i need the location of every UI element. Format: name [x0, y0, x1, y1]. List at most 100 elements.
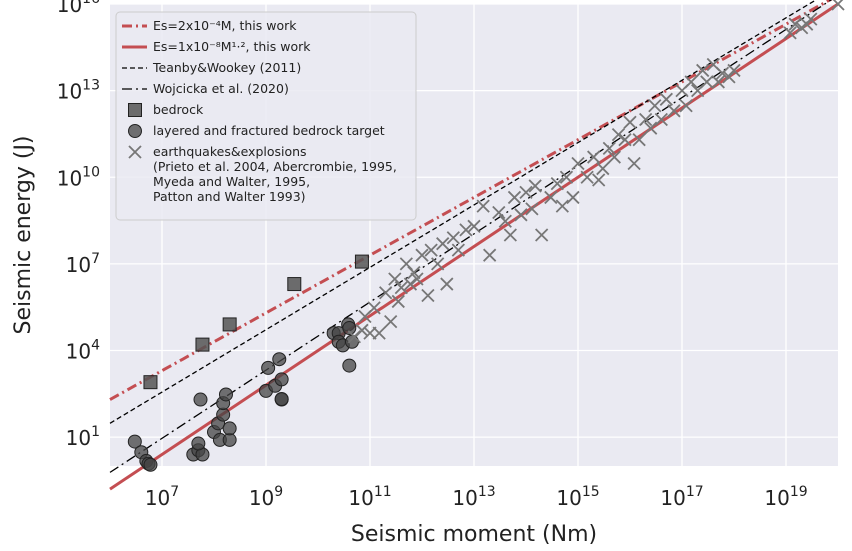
- data-point-x: [715, 66, 730, 80]
- data-point-x: [788, 17, 802, 31]
- data-point-square: [287, 277, 302, 292]
- data-point-x: [431, 257, 445, 271]
- data-point-x: [525, 202, 539, 216]
- y-tick-label: 1013: [57, 78, 100, 104]
- data-points: [127, 0, 845, 472]
- data-point-x: [379, 286, 393, 300]
- data-point-x: [367, 301, 381, 315]
- data-point-circle: [261, 360, 276, 375]
- x-tick-label: 1013: [452, 484, 495, 510]
- data-point-x: [503, 228, 517, 242]
- data-point-x: [436, 237, 450, 251]
- data-point-circle: [193, 392, 208, 407]
- data-point-x: [403, 277, 418, 291]
- y-tick-label: 1016: [57, 0, 100, 17]
- data-point-x: [514, 208, 528, 222]
- data-point-x: [644, 121, 658, 135]
- data-point-x: [372, 326, 386, 340]
- data-point-x: [679, 99, 693, 113]
- data-point-x: [611, 127, 626, 142]
- x-tick-labels: 107 109 1011 1013 1015 1017 1019: [145, 484, 808, 510]
- data-point-x: [587, 150, 601, 164]
- data-point-square: [222, 317, 237, 332]
- legend-label: Es=1x10⁻⁸M¹·², this work: [153, 39, 311, 54]
- legend-label: Es=2x10⁻⁴M, this work: [153, 18, 297, 33]
- data-point-x: [696, 63, 710, 78]
- data-point-circle: [272, 352, 287, 367]
- data-point-x: [388, 272, 402, 286]
- data-point-x: [467, 219, 481, 233]
- data-point-x: [711, 75, 725, 89]
- data-point-x: [410, 272, 424, 286]
- data-point-x: [580, 170, 594, 184]
- x-tick-label: 1017: [660, 484, 703, 510]
- data-point-x: [667, 104, 681, 118]
- data-point-x: [571, 156, 585, 171]
- legend-label: bedrock: [153, 102, 204, 117]
- legend-marker-swatch: [128, 103, 142, 117]
- data-point-x: [555, 199, 569, 213]
- data-point-x: [596, 161, 610, 176]
- data-point-x: [550, 177, 564, 191]
- data-point-x: [602, 141, 616, 156]
- x-tick-label: 1019: [764, 484, 807, 510]
- x-tick-label: 107: [145, 484, 179, 510]
- y-tick-label: 101: [66, 424, 100, 450]
- data-point-x: [627, 156, 641, 171]
- data-point-x: [407, 265, 421, 280]
- x-axis-label: Seismic moment (Nm): [351, 522, 597, 547]
- data-point-x: [632, 133, 646, 147]
- x-tick-label: 1015: [556, 484, 599, 510]
- data-point-x: [394, 281, 408, 295]
- data-point-x: [459, 223, 473, 237]
- data-point-x: [451, 243, 465, 257]
- data-point-square: [195, 337, 210, 352]
- data-point-circle: [222, 421, 237, 436]
- data-point-x: [391, 294, 405, 309]
- data-point-circle: [143, 457, 158, 472]
- data-point-x: [804, 12, 818, 26]
- data-point-x: [648, 99, 662, 113]
- data-point-x: [421, 288, 435, 303]
- data-point-x: [700, 75, 714, 89]
- data-point-circle: [342, 358, 357, 373]
- y-tick-label: 107: [66, 251, 100, 277]
- legend-label: Teanby&Wookey (2011): [152, 60, 301, 75]
- data-point-x: [492, 205, 506, 220]
- data-point-x: [544, 190, 558, 205]
- legend-box: [115, 11, 417, 221]
- legend-label: layered and fractured bedrock target: [153, 123, 385, 138]
- y-tick-label: 104: [66, 338, 100, 364]
- x-tick-label: 1011: [348, 484, 391, 510]
- data-point-x: [528, 179, 542, 193]
- legend-label: earthquakes&explosions (Prieto et al. 200…: [153, 144, 397, 204]
- data-point-x: [639, 112, 653, 127]
- data-point-x: [446, 231, 460, 245]
- data-point-square: [143, 375, 158, 390]
- data-point-x: [476, 199, 490, 213]
- data-point-x: [415, 248, 429, 262]
- data-point-x: [440, 277, 454, 291]
- y-tick-label: 1010: [57, 164, 100, 190]
- data-point-x: [355, 323, 369, 337]
- data-point-x: [727, 63, 741, 78]
- data-point-x: [659, 92, 673, 106]
- data-point-x: [684, 75, 698, 89]
- legend-label: Wojcicka et al. (2020): [153, 81, 289, 96]
- data-point-circle: [191, 436, 206, 451]
- data-point-x: [783, 26, 797, 40]
- data-point-x: [607, 150, 621, 164]
- data-point-square: [354, 254, 369, 269]
- legend-marker-swatch: [128, 145, 142, 159]
- data-point-x: [831, 0, 845, 11]
- y-tick-labels: 101 104 107 1010 1013 1016: [57, 0, 100, 450]
- data-point-circle: [274, 391, 289, 406]
- data-point-x: [535, 228, 549, 242]
- legend-marker-swatch: [128, 124, 142, 138]
- data-point-x: [559, 170, 574, 184]
- legend: Es=2x10⁻⁴M, this work Es=1x10⁻⁸M¹·², this…: [115, 11, 417, 221]
- data-point-circle: [218, 387, 233, 402]
- data-point-x: [498, 214, 512, 228]
- data-point-x: [618, 133, 632, 147]
